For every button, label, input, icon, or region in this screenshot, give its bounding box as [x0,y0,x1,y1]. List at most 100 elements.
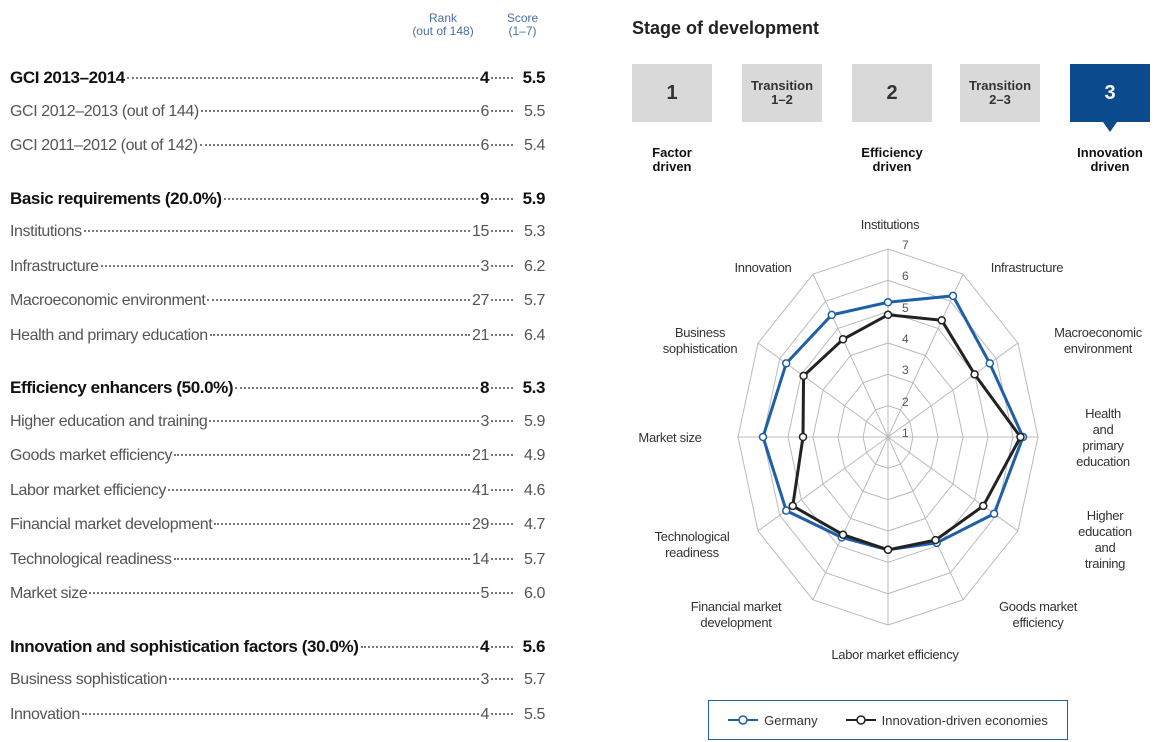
leader [174,454,470,456]
leader [89,592,479,594]
row-score: 5.3 [522,378,546,397]
tick-label: 2 [902,394,909,409]
row-name: Innovation and sophistication factors (3… [10,636,359,656]
leader [100,264,479,267]
row-score: 5.7 [523,292,545,309]
row-rank: 14 [472,550,489,568]
row-name: Institutions [10,223,82,240]
leader [491,678,513,680]
series-point [979,501,988,511]
row-name: Business sophistication [10,671,168,688]
row-score: 4.6 [523,481,545,499]
row-name: Technological readiness [10,550,172,568]
leader [200,109,479,112]
row-score: 5.7 [523,550,545,568]
leader [491,144,513,146]
leader [491,419,513,422]
spoke [887,436,964,601]
table-row: Basic requirements (20.0%) 9 5.9 [10,189,545,213]
series-point [970,370,979,379]
stage-box: Transition 1–2 [742,64,822,122]
table-row: GCI 2011–2012 (out of 142) 6 5.4 [10,137,545,161]
table-row: Health and primary education 21 6.4 [10,327,545,351]
leader [491,454,513,456]
legend-item: Germany [728,712,818,728]
table-row: Innovation 4 5.5 [10,706,545,730]
score-header: Score (1–7) [506,11,539,38]
leader [491,109,513,112]
series-point [883,298,893,307]
leader [491,488,513,491]
stage-marker [1103,122,1117,132]
row-score: 5.4 [523,137,545,154]
axis-label: Technological readiness [654,529,730,560]
leader [491,230,513,232]
leader [207,299,470,301]
axis-label: Business sophistication [662,325,738,356]
spoke [757,342,889,438]
leader [491,387,513,389]
leader [209,419,479,422]
row-rank: 4 [480,705,490,723]
legend-item: Innovation-driven economies [845,713,1048,728]
series-point [883,545,893,555]
table-row: Goods market efficiency 21 4.9 [10,447,545,471]
leader [83,230,470,232]
leader [169,678,479,680]
series-point [798,432,808,442]
row-rank: 9 [479,188,489,208]
row-rank: 5 [480,585,490,602]
table-row: Market size 5 6.0 [10,585,545,609]
stage-box: Transition 2–3 [960,64,1040,122]
spoke [887,342,1019,438]
stage-label: Factor driven [652,145,692,174]
row-name: Financial market development [10,516,213,533]
row-name: Market size [10,585,88,602]
leader [491,77,513,79]
leader [214,523,470,525]
leader [126,77,478,79]
tick-label: 5 [902,300,909,315]
row-name: GCI 2012–2013 (out of 144) [10,102,199,120]
series-point [788,501,797,511]
leader [491,264,513,267]
row-rank: 8 [479,378,489,397]
row-rank: 3 [480,671,490,688]
leader [491,523,513,525]
legend-marker [855,715,866,725]
row-name: Health and primary education [10,326,208,344]
tick-label: 4 [902,332,909,346]
leader [167,488,470,491]
spoke [757,436,889,532]
row-score: 5.7 [523,671,545,688]
axis-label: Higher education and training [1078,508,1132,571]
spoke [887,436,1019,532]
table-row: Business sophistication 3 5.7 [10,671,545,695]
table-row: Higher education and training 3 5.9 [10,413,545,437]
legend-swatch [728,715,759,725]
legend-text: Germany [764,712,818,728]
leader [491,197,513,200]
series-point [931,535,940,545]
axis-label: Goods market efficiency [998,599,1078,630]
legend-marker [738,715,748,725]
axis-label: Market size [638,430,702,445]
row-name: Basic requirements (20.0%) [10,188,222,208]
stage-box: 1 [632,64,712,122]
stage-box: 3 [1070,64,1150,122]
axis-label: Innovation [734,260,792,275]
row-name: GCI 2013–2014 [10,68,125,87]
spoke [812,436,889,601]
row-score: 4.7 [523,516,545,533]
row-name: GCI 2011–2012 (out of 142) [10,137,198,154]
row-name: Labor market efficiency [10,481,166,499]
series-point [937,316,946,325]
row-rank: 29 [472,516,489,533]
series-point [883,310,893,320]
row-name: Goods market efficiency [10,447,173,464]
row-name: Infrastructure [10,257,99,275]
axis-label: Labor market efficiency [831,647,959,662]
leader [491,333,513,336]
table-row: Technological readiness 14 5.7 [10,551,545,575]
